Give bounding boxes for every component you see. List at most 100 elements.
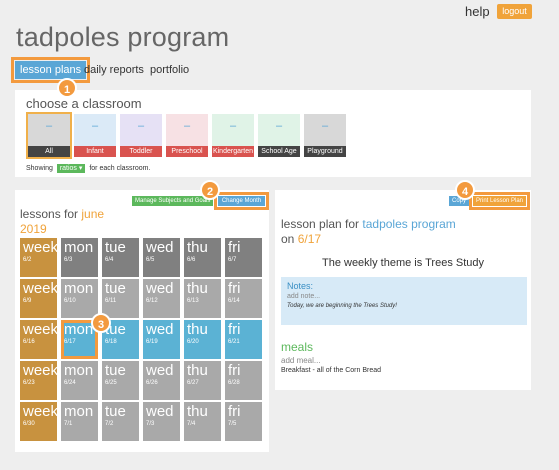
plan-date: 6/17 — [297, 232, 322, 246]
calendar-day-cell[interactable]: mon 6/10 — [61, 279, 98, 318]
calendar-day-cell[interactable]: fri 7/5 — [225, 402, 262, 441]
tab-portfolio[interactable]: portfolio — [150, 64, 190, 76]
classroom-tile-label: Infant — [74, 146, 116, 157]
calendar-day-name: week — [23, 239, 57, 256]
classroom-tile-label: Playground — [304, 146, 346, 157]
manage-subjects-button[interactable]: Manage Subjects and Goals — [132, 196, 214, 206]
calendar-day-cell[interactable]: wed 6/26 — [143, 361, 180, 400]
callout-badge-3: 3 — [91, 313, 111, 333]
calendar-day-name: fri — [228, 362, 241, 379]
notes-heading: Notes: — [287, 281, 314, 291]
calendar-day-cell[interactable]: tue 6/25 — [102, 361, 139, 400]
callout-badge-2: 2 — [200, 180, 220, 200]
classroom-photo: – — [258, 114, 300, 146]
calendar-day-cell[interactable]: thu 7/4 — [184, 402, 221, 441]
calendar-day-cell[interactable]: tue 6/4 — [102, 238, 139, 277]
classroom-tile[interactable]: – Preschool — [166, 114, 208, 157]
calendar-date: 6/7 — [228, 257, 237, 263]
print-lesson-plan-button[interactable]: Print Lesson Plan — [469, 192, 530, 210]
calendar-date: 6/3 — [64, 257, 73, 263]
calendar-date: 6/24 — [64, 380, 76, 386]
calendar-date: 6/5 — [146, 257, 155, 263]
add-note-link[interactable]: add note... — [287, 293, 321, 300]
calendar-day-name: week — [23, 403, 57, 420]
calendar-week-cell[interactable]: week 6/23 — [20, 361, 57, 400]
note-text: Today, we are beginning the Trees Study! — [287, 303, 397, 309]
calendar-date: 7/4 — [187, 421, 196, 427]
calendar-day-cell[interactable]: mon 6/24 — [61, 361, 98, 400]
calendar-day-name: wed — [146, 362, 174, 379]
tab-daily-reports[interactable]: daily reports — [84, 64, 144, 76]
calendar-day-cell[interactable]: fri 6/28 — [225, 361, 262, 400]
calendar-day-name: mon — [64, 362, 94, 379]
calendar-day-name: wed — [146, 403, 174, 420]
calendar-day-cell[interactable]: mon 6/3 — [61, 238, 98, 277]
calendar-week-cell[interactable]: week 6/30 — [20, 402, 57, 441]
calendar-day-name: wed — [146, 321, 174, 338]
calendar-day-name: mon — [64, 403, 94, 420]
calendar-date: 6/19 — [146, 339, 158, 345]
help-link[interactable]: help — [465, 4, 490, 19]
calendar-day-cell[interactable]: fri 6/14 — [225, 279, 262, 318]
calendar-day-cell[interactable]: thu 6/20 — [184, 320, 221, 359]
ratios-select[interactable]: ratios ▾ — [56, 164, 86, 173]
showing-suffix: for each classroom. — [89, 165, 151, 172]
classroom-tile[interactable]: – School Age — [258, 114, 300, 157]
calendar-day-cell[interactable]: fri 6/7 — [225, 238, 262, 277]
calendar-day-name: week — [23, 362, 57, 379]
calendar-date: 6/18 — [105, 339, 117, 345]
add-meal-link[interactable]: add meal... — [281, 356, 321, 365]
calendar-day-name: week — [23, 321, 57, 338]
calendar-date: 6/26 — [146, 380, 158, 386]
calendar-date: 6/6 — [187, 257, 196, 263]
calendar-day-cell[interactable]: fri 6/21 — [225, 320, 262, 359]
logout-button[interactable]: logout — [497, 4, 532, 19]
calendar-day-name: fri — [228, 403, 241, 420]
classroom-photo: – — [28, 114, 70, 146]
calendar-date: 6/30 — [23, 421, 35, 427]
classroom-photo: – — [166, 114, 208, 146]
classroom-tile[interactable]: – Kindergarten — [212, 114, 254, 157]
classroom-tile[interactable]: – Infant — [74, 114, 116, 157]
calendar-day-cell[interactable]: thu 6/6 — [184, 238, 221, 277]
page-title: tadpoles program — [16, 22, 230, 52]
calendar-date: 6/16 — [23, 339, 35, 345]
calendar-date: 7/2 — [105, 421, 114, 427]
calendar-day-cell[interactable]: thu 6/13 — [184, 279, 221, 318]
calendar-day-cell[interactable]: tue 6/11 — [102, 279, 139, 318]
plan-title-prefix: lesson plan for — [281, 217, 360, 231]
meals-heading: meals — [281, 340, 314, 354]
calendar-day-name: mon — [64, 239, 94, 256]
calendar-day-cell[interactable]: mon 7/1 — [61, 402, 98, 441]
calendar-date: 6/25 — [105, 380, 117, 386]
classroom-tile[interactable]: – Playground — [304, 114, 346, 157]
classroom-heading: choose a classroom — [26, 96, 142, 111]
copy-button[interactable]: Copy — [449, 196, 470, 206]
calendar-day-name: wed — [146, 239, 174, 256]
callout-badge-4: 4 — [455, 180, 475, 200]
calendar-date: 6/2 — [23, 257, 32, 263]
change-month-button[interactable]: Change Month — [214, 192, 269, 210]
meal-item: Breakfast - all of the Corn Bread — [281, 367, 381, 374]
calendar-week-cell[interactable]: week 6/16 — [20, 320, 57, 359]
tab-lesson-plans[interactable]: lesson plans — [10, 57, 91, 83]
calendar-week-cell[interactable]: week 6/2 — [20, 238, 57, 277]
callout-badge-1: 1 — [57, 78, 77, 98]
calendar-day-name: thu — [187, 239, 208, 256]
calendar-day-cell[interactable]: thu 6/27 — [184, 361, 221, 400]
calendar-day-name: tue — [105, 239, 126, 256]
classroom-tile[interactable]: – All — [26, 112, 72, 159]
calendar-date: 6/23 — [23, 380, 35, 386]
calendar-date: 6/28 — [228, 380, 240, 386]
classroom-photo: – — [304, 114, 346, 146]
classroom-tile-label: All — [28, 146, 70, 157]
calendar-day-name: tue — [105, 362, 126, 379]
calendar-day-cell[interactable]: wed 6/5 — [143, 238, 180, 277]
calendar-day-cell[interactable]: tue 7/2 — [102, 402, 139, 441]
calendar-day-cell[interactable]: wed 6/19 — [143, 320, 180, 359]
calendar-day-cell[interactable]: wed 7/3 — [143, 402, 180, 441]
calendar-day-cell[interactable]: wed 6/12 — [143, 279, 180, 318]
classroom-tile[interactable]: – Toddler — [120, 114, 162, 157]
calendar-week-cell[interactable]: week 6/9 — [20, 279, 57, 318]
classroom-photo: – — [74, 114, 116, 146]
